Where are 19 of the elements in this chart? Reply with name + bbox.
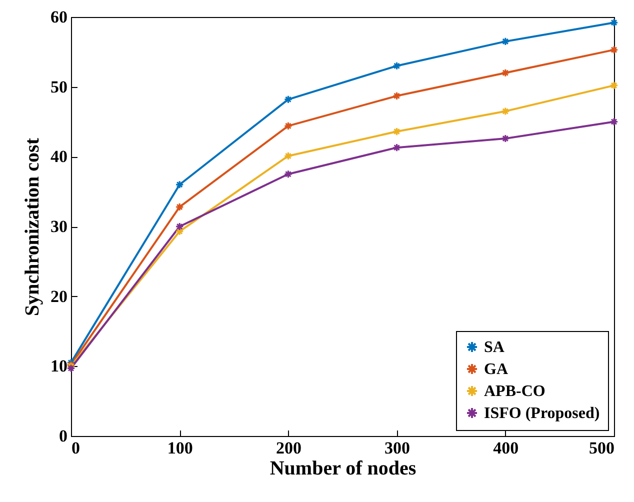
legend-label: APB-CO [484, 383, 546, 400]
y-tick-label: 30 [50, 217, 68, 236]
y-axis-title: Synchronization cost [22, 138, 44, 316]
x-tick-label: 0 [72, 438, 80, 458]
x-tick-label: 200 [276, 438, 302, 458]
y-tick-label: 10 [50, 356, 68, 376]
x-axis-title: Number of nodes [270, 458, 416, 480]
y-tick-label: 20 [50, 286, 68, 306]
y-tick-label: 0 [59, 426, 68, 446]
y-tick-label: 60 [50, 8, 68, 26]
x-tick-label: 300 [384, 438, 410, 458]
x-tick-label: 400 [493, 438, 519, 458]
y-tick-label: 40 [50, 147, 68, 166]
legend-label: ISFO (Proposed) [484, 405, 600, 422]
legend-label: GA [484, 361, 508, 378]
y-tick-label: 50 [50, 77, 68, 96]
x-tick-label: 100 [167, 438, 193, 458]
x-tick-label: 500 [589, 438, 614, 458]
legend-label: SA [484, 339, 505, 356]
